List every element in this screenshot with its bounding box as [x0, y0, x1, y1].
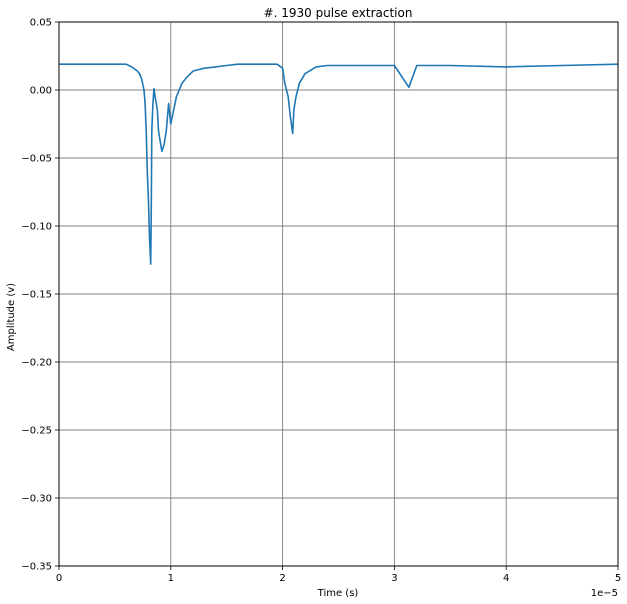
x-axis-offset-label: 1e−5 [591, 588, 618, 599]
y-tick-label: −0.25 [21, 426, 52, 437]
series-layer [59, 63, 619, 265]
y-tick-label: −0.30 [21, 494, 52, 505]
x-tick-label: 3 [391, 573, 397, 584]
series-line [59, 63, 619, 265]
y-tick-label: 0.05 [30, 18, 52, 29]
x-tick-label: 1 [168, 573, 174, 584]
x-axis-label: Time (s) [317, 588, 359, 599]
plot-frame [58, 21, 619, 567]
y-tick-label: −0.10 [21, 222, 52, 233]
axis-ticks: 0 1 2 3 4 5 0.05 0.00 −0.05 −0.10 −0.15 −0.20 −0.25 −… [21, 18, 621, 585]
chart-title: #. 1930 pulse extraction [264, 6, 413, 20]
y-tick-label: −0.35 [21, 562, 52, 573]
y-tick-label: −0.15 [21, 290, 52, 301]
y-tick-label: −0.05 [21, 154, 52, 165]
y-axis-label: Amplitude (v) [6, 283, 17, 351]
x-tick-label: 2 [279, 573, 285, 584]
y-tick-label: 0.00 [30, 86, 52, 97]
x-tick-label: 4 [503, 573, 509, 584]
y-tick-label: −0.20 [21, 358, 52, 369]
x-tick-label: 0 [56, 573, 62, 584]
x-tick-label: 5 [615, 573, 621, 584]
